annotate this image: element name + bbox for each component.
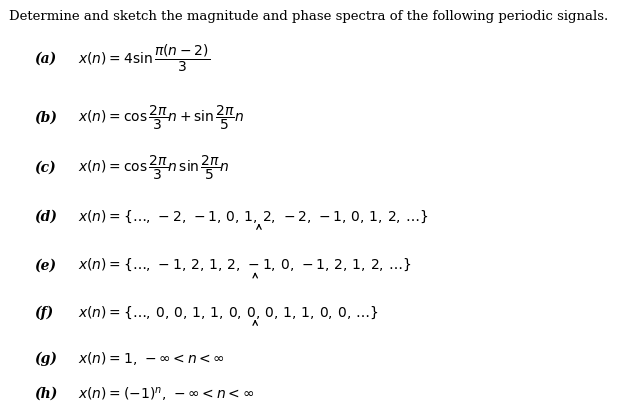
Text: $x(n) = \{\ldots,\,-2,\,-1,\,0,\,1,\,2,\,-2,\,-1,\,0,\,1,\,2,\,\ldots\}$: $x(n) = \{\ldots,\,-2,\,-1,\,0,\,1,\,2,\… <box>78 209 429 225</box>
Text: $x(n) = \cos\dfrac{2\pi}{3}n\,\sin\dfrac{2\pi}{5}n$: $x(n) = \cos\dfrac{2\pi}{3}n\,\sin\dfrac… <box>78 154 230 182</box>
Text: (c): (c) <box>34 161 56 175</box>
Text: (e): (e) <box>34 258 56 272</box>
Text: $x(n) = (-1)^{n},\,-\infty < n < \infty$: $x(n) = (-1)^{n},\,-\infty < n < \infty$ <box>78 385 255 403</box>
Text: (h): (h) <box>34 387 58 401</box>
Text: Determine and sketch the magnitude and phase spectra of the following periodic s: Determine and sketch the magnitude and p… <box>9 10 609 23</box>
Text: (d): (d) <box>34 210 58 224</box>
Text: $x(n) = 1,\,-\infty < n < \infty$: $x(n) = 1,\,-\infty < n < \infty$ <box>78 350 225 367</box>
Text: $x(n) = 4\sin\dfrac{\pi(n-2)}{3}$: $x(n) = 4\sin\dfrac{\pi(n-2)}{3}$ <box>78 43 211 75</box>
Text: (f): (f) <box>34 305 54 320</box>
Text: (b): (b) <box>34 111 58 124</box>
Text: (g): (g) <box>34 351 58 366</box>
Text: $x(n) = \cos\dfrac{2\pi}{3}n + \sin\dfrac{2\pi}{5}n$: $x(n) = \cos\dfrac{2\pi}{3}n + \sin\dfra… <box>78 103 245 132</box>
Text: $x(n) = \{\ldots,\,0,\,0,\,1,\,1,\,0,\,0,\,0,\,1,\,1,\,0,\,0,\,\ldots\}$: $x(n) = \{\ldots,\,0,\,0,\,1,\,1,\,0,\,0… <box>78 305 379 321</box>
Text: (a): (a) <box>34 52 56 66</box>
Text: $x(n) = \{\ldots,\,-1,\,2,\,1,\,2,\,-1,\,0,\,-1,\,2,\,1,\,2,\,\ldots\}$: $x(n) = \{\ldots,\,-1,\,2,\,1,\,2,\,-1,\… <box>78 257 412 273</box>
